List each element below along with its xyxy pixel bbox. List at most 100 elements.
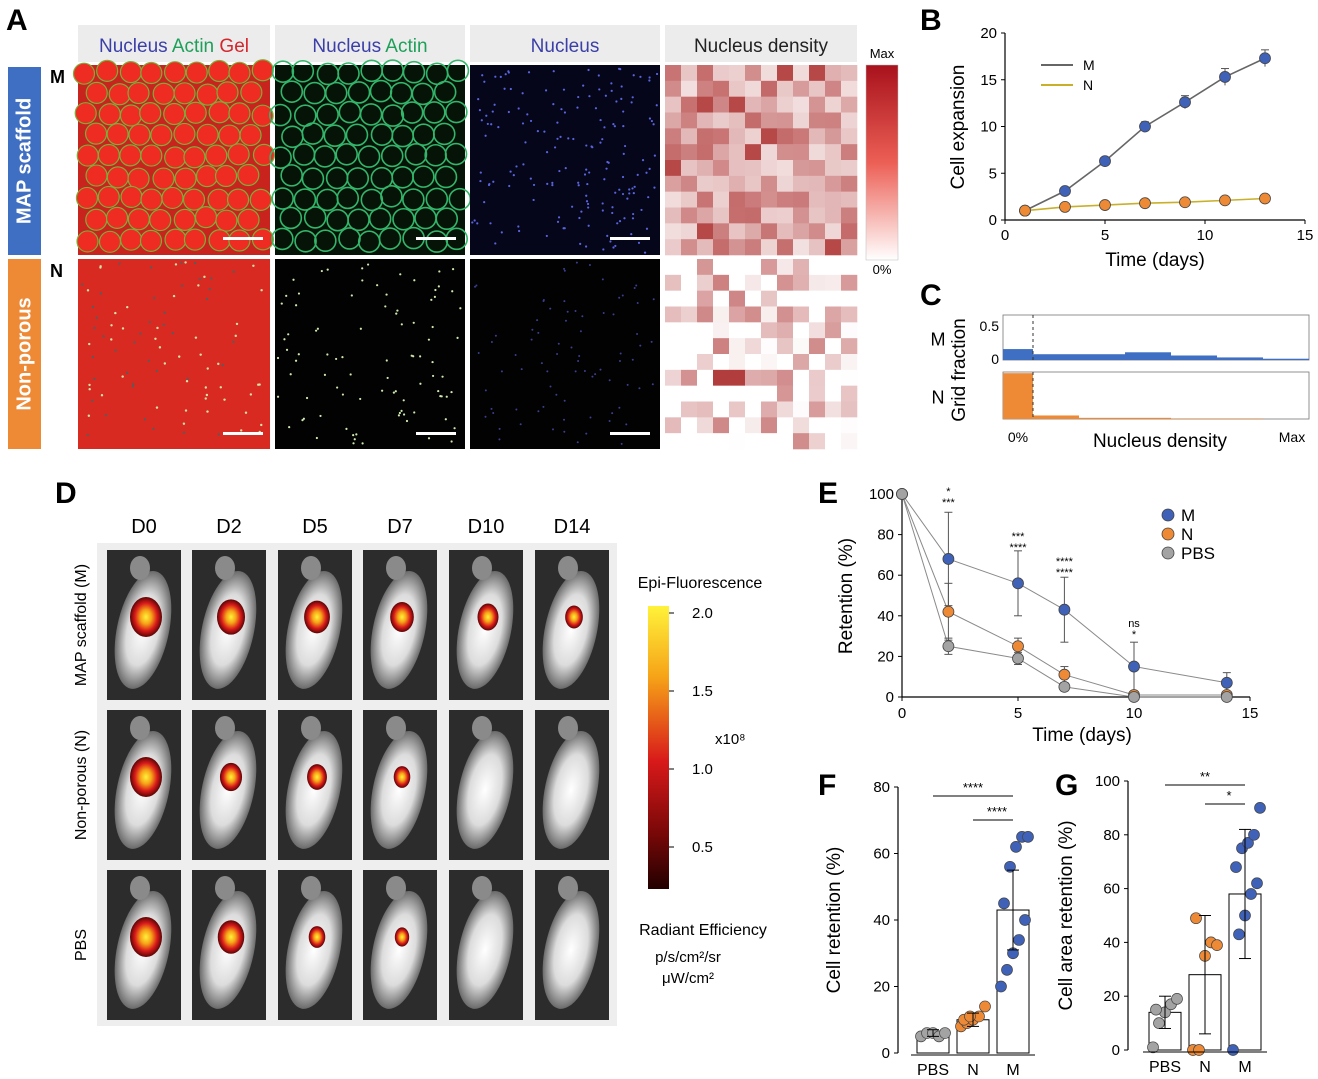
nucleus-dot [500,370,503,373]
nucleus-dot [636,173,639,176]
heatmap-cell [841,354,858,371]
actin-outline [412,165,435,188]
nucleus-dot [536,319,539,322]
panel-b-chart: 0 5 10 15 0 5 10 15 20 Time (days) Cell expansion M… [948,25,1313,271]
heatmap-cell [777,401,794,418]
nucleus-dot [574,370,577,373]
heatmap-cell [793,65,810,82]
data-point-pbs [1220,691,1233,703]
actin-dot [315,436,318,440]
heatmap-cell [777,274,794,291]
significance-label: *** [1012,531,1026,543]
header-box-2 [275,25,465,62]
heatmap-cell [777,144,794,161]
nucleus-dot [618,220,622,223]
day-label: D7 [387,516,413,538]
nucleus-dot [532,183,536,187]
day-headers: D0 D2 D5 D7 D10 D14 [131,516,590,538]
gel-particle [239,123,262,147]
cell-dot [156,326,159,330]
actin-dot [359,327,362,330]
cell-dot [203,275,206,279]
cell-dot [118,262,121,265]
nucleus-dot [529,119,533,123]
legend-label: N [1181,525,1193,544]
data-point-n [1259,192,1271,205]
data-point-m [995,980,1007,993]
fluorescence-signal [217,920,245,954]
nucleus-dot [556,137,559,140]
panel-a-micrographs: Nucleus Actin Gel Nucleus Actin Nucleus … [8,25,899,450]
nucleus-dot [601,278,604,281]
category-label: M [1238,1059,1251,1076]
gel-particle [249,188,272,211]
x-tick-label: 5 [1014,705,1022,722]
category-label: N [1199,1059,1211,1076]
ivis-tiles [107,550,609,1020]
heatmap-cell [793,385,810,402]
heatmap-cell [697,385,714,402]
cell-dot [91,355,95,359]
y-axis-label: Retention (%) [836,538,857,654]
header-word: Gel [214,36,249,57]
micrograph-n-merged [78,259,270,449]
nucleus-dot [618,188,621,191]
heatmap-cell [729,207,746,224]
heatmap-cell [841,433,858,450]
gel-particle [184,101,207,124]
actin-dot [386,376,389,380]
heatmap-cell [681,401,698,418]
heatmap-cell [761,401,778,418]
data-point-m [1099,155,1111,167]
actin-outline [345,123,369,147]
actin-outline [423,101,446,124]
nucleus-dot [546,182,549,185]
heatmap-cell [793,290,810,307]
heatmap-cell [729,306,746,323]
gel-particle [164,146,187,169]
significance-label: **** [1009,542,1027,554]
actin-outline [301,167,325,190]
actin-dot [376,284,379,287]
legend-label: PBS [1181,544,1215,563]
actin-dot [385,293,388,296]
actin-dot [431,325,434,329]
nucleus-dot [647,196,650,199]
gel-particle [105,206,129,229]
gel-particle [173,82,196,105]
heatmap-cell [777,354,794,371]
cell-dot [180,261,183,264]
panel-f-chart: 0 20 40 60 80 Cell retention (%) PBS N M **** **** [824,779,1035,1079]
heatmap-cell [777,306,794,323]
nucleus-dot [570,346,573,349]
significance-label: * [1226,788,1231,803]
heatmap-cell [825,290,842,307]
actin-outline [271,60,295,83]
nucleus-dot [618,406,621,409]
nucleus-dot [648,76,651,79]
nucleus-dot [562,88,566,91]
nucleus-dot [537,410,540,413]
gel-particle [163,61,187,84]
data-point-m [1059,185,1071,197]
heatmap-cell [777,433,794,450]
actin-outline [433,80,457,104]
actin-dot [385,359,388,362]
hist-bar-n [1079,417,1125,419]
ivis-colorbar [648,606,669,889]
actin-dot [459,307,462,310]
heatmap-cell [777,338,794,355]
nucleus-dot [631,358,634,361]
data-point-m [1022,831,1034,843]
nucleus-dot [612,246,615,249]
actin-outline [425,187,449,211]
series-line-pbs [901,493,1227,698]
heatmap-cell [809,128,826,145]
data-point-m [1004,860,1016,873]
heatmap-cell [697,369,714,386]
data-point-pbs [942,640,955,653]
heatmap-cell [761,239,778,256]
heatmap-cell [777,191,794,208]
hist-bar-m [1033,354,1079,360]
micrograph-m-nucleus [470,65,660,255]
